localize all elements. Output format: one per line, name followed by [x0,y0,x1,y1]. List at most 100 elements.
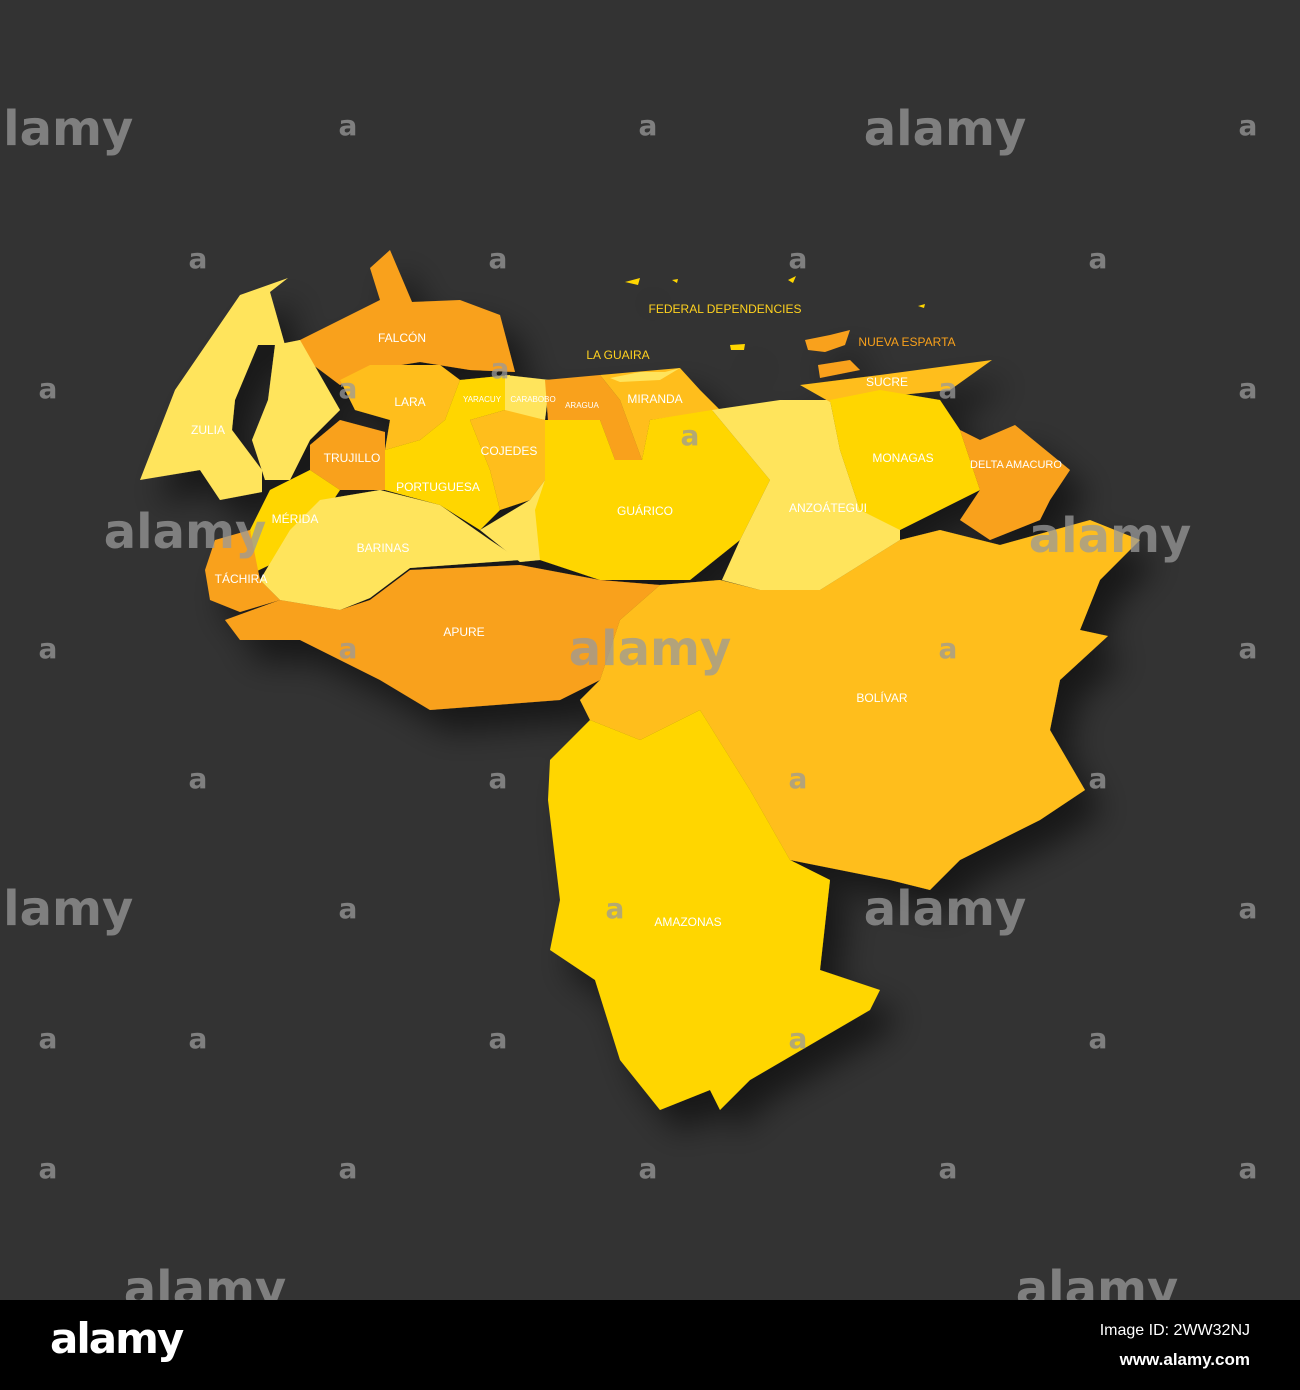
watermark-a: a [789,242,808,275]
label-federal-dependencies: FEDERAL DEPENDENCIES [649,302,802,316]
state-delta-amacuro[interactable] [960,425,1070,540]
label-yaracuy: YARACUY [463,395,502,404]
watermark-a: a [339,109,358,142]
label-cojedes: COJEDES [481,444,538,458]
watermark-logo: alamy [104,504,267,560]
watermark-a: a [489,762,508,795]
label-sucre: SUCRE [866,375,908,389]
label-bolivar: BOLÍVAR [856,690,907,705]
watermark-logo: alamy [864,881,1027,937]
watermark-a: a [339,892,358,925]
state-sucre[interactable] [800,360,992,402]
state-trujillo[interactable] [310,420,385,490]
label-guarico: GUÁRICO [617,503,673,518]
watermark-a: a [1239,632,1258,665]
label-trujillo: TRUJILLO [324,451,381,465]
island-federal-2 [672,279,678,283]
watermark-logo: alamy [569,621,732,677]
watermark-logo: alamy [0,101,133,157]
watermark-a: a [491,352,510,385]
state-falcon[interactable] [285,250,515,385]
state-miranda[interactable] [600,368,720,460]
watermark-a: a [1239,109,1258,142]
label-monagas: MONAGAS [872,451,933,465]
label-delta-amacuro: DELTA AMACURO [970,459,1062,471]
state-barinas[interactable] [260,490,520,610]
state-zulia-east[interactable] [252,340,340,480]
venezuela-map: alamy alamy alamy alamy alamy alamy alam… [0,101,1257,1300]
image-id: Image ID: 2WW32NJ [1099,1322,1250,1339]
label-zulia: ZULIA [191,423,225,437]
watermark-a: a [339,1152,358,1185]
label-barinas: BARINAS [357,541,410,555]
watermark-a: a [1239,892,1258,925]
label-aragua: ARAGUA [565,401,599,410]
label-tachira: TÁCHIRA [215,571,268,586]
label-amazonas: AMAZONAS [654,915,721,929]
footer-bar: alamy Image ID: 2WW32NJ www.alamy.com [0,1300,1300,1390]
watermark-a: a [339,632,358,665]
watermark-a: a [189,242,208,275]
watermark-a: a [489,242,508,275]
state-nueva-esparta-2 [818,360,860,378]
watermark-a: a [39,1152,58,1185]
watermark-logo: alamy [0,881,133,937]
watermark-logo: alamy [1029,508,1192,564]
label-anzoategui: ANZOÁTEGUI [789,500,867,515]
alamy-logo: alamy [50,1314,184,1363]
state-la-guaira[interactable] [610,368,680,382]
state-plains [480,480,545,562]
label-la-guaira: LA GUAIRA [586,348,649,362]
watermark-a: a [1089,762,1108,795]
watermark-a: a [939,372,958,405]
watermark-a: a [189,762,208,795]
watermarks: alamy alamy alamy alamy alamy alamy alam… [0,101,1257,1300]
state-zulia[interactable] [140,278,288,500]
island-federal-4 [730,344,745,350]
watermark-a: a [939,1152,958,1185]
watermark-a: a [681,419,700,452]
watermark-a: a [1239,1152,1258,1185]
label-falcon: FALCÓN [378,330,426,345]
watermark-a: a [939,632,958,665]
state-labels: ZULIA FALCÓN LARA TRUJILLO MÉRIDA TÁCHIR… [191,302,1062,929]
state-nueva-esparta[interactable] [805,330,850,352]
watermark-logo: alamy [864,101,1027,157]
watermark-a: a [489,1022,508,1055]
site-url[interactable]: www.alamy.com [1119,1350,1250,1369]
state-anzoategui[interactable] [712,400,900,590]
island-federal-1 [625,278,640,285]
state-yaracuy[interactable] [445,375,510,420]
watermark-a: a [1089,242,1108,275]
watermark-a: a [39,372,58,405]
watermark-a: a [189,1022,208,1055]
watermark-a: a [639,109,658,142]
watermark-a: a [606,892,625,925]
state-lara[interactable] [340,365,460,450]
state-carabobo[interactable] [505,375,550,420]
state-amazonas[interactable] [548,710,880,1110]
state-guarico[interactable] [535,410,770,580]
state-merida[interactable] [250,470,340,572]
state-portuguesa[interactable] [385,420,500,530]
label-miranda: MIRANDA [627,392,682,406]
state-aragua[interactable] [545,375,642,460]
label-nueva-esparta: NUEVA ESPARTA [858,335,955,349]
watermark-a: a [1239,372,1258,405]
watermark-a: a [789,1022,808,1055]
island-federal-3 [788,276,796,283]
state-monagas[interactable] [830,390,980,530]
island-federal-5 [918,304,925,308]
label-apure: APURE [443,625,484,639]
label-carabobo: CARABOBO [510,395,555,404]
watermark-a: a [789,762,808,795]
label-portuguesa: PORTUGUESA [396,480,480,494]
state-tachira[interactable] [205,530,280,612]
state-apure[interactable] [225,565,660,710]
label-lara: LARA [394,395,425,409]
state-bolivar[interactable] [580,520,1140,890]
watermark-a: a [39,632,58,665]
watermark-logo: alamy [1016,1261,1179,1300]
state-cojedes[interactable] [470,410,545,510]
watermark-a: a [39,1022,58,1055]
